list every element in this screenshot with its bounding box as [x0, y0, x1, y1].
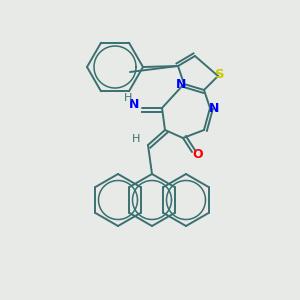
Text: N: N	[209, 101, 219, 115]
Text: N: N	[176, 77, 186, 91]
Text: O: O	[193, 148, 203, 160]
Text: H: H	[132, 134, 140, 144]
Text: S: S	[215, 68, 225, 80]
Text: H: H	[124, 93, 132, 103]
Text: N: N	[129, 98, 139, 110]
